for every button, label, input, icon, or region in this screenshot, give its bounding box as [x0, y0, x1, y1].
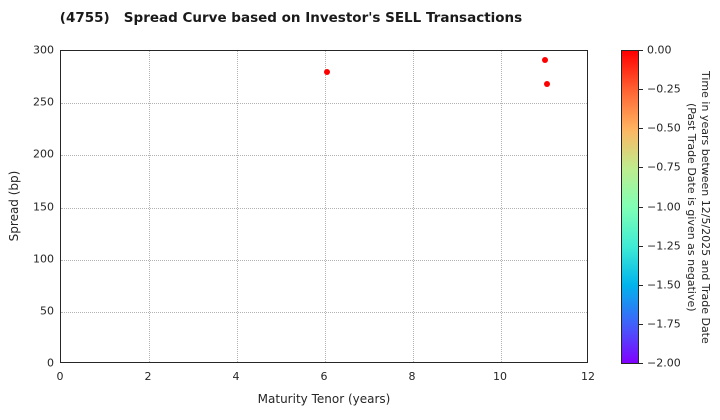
y-tick-150: 150	[33, 200, 54, 213]
y-tick-100: 100	[33, 252, 54, 266]
colorbar-tick-mark	[639, 89, 643, 91]
y-tick-0: 0	[47, 356, 54, 370]
data-point	[324, 68, 331, 75]
colorbar	[621, 50, 639, 364]
x-tick-10: 10	[493, 370, 507, 383]
colorbar-tick-mark	[639, 363, 643, 364]
x-axis-label: Maturity Tenor (years)	[257, 392, 391, 406]
colorbar-tick-−0.50: −0.50	[647, 121, 681, 135]
colorbar-tick-−2.00: −2.00	[647, 356, 681, 370]
x-tick-2: 2	[144, 370, 152, 383]
colorbar-tick-mark	[639, 167, 643, 169]
x-tick-0: 0	[56, 370, 64, 383]
gridline-y-200	[61, 155, 587, 157]
gridline-y-50	[61, 311, 587, 313]
y-axis-label: Spread (bp)	[7, 170, 21, 242]
colorbar-label-line2: (Past Trade Date is given as negative)	[685, 102, 698, 312]
colorbar-tick-0.00: 0.00	[647, 43, 672, 57]
gridline-x-6	[325, 51, 326, 362]
colorbar-tick-mark	[639, 206, 643, 208]
colorbar-tick-−1.50: −1.50	[647, 278, 681, 292]
gridline-x-4	[237, 51, 238, 362]
x-tick-12: 12	[581, 370, 595, 383]
gridline-x-2	[149, 51, 150, 362]
colorbar-tick-−0.75: −0.75	[647, 160, 681, 174]
gridline-y-150	[61, 207, 587, 209]
y-tick-300: 300	[33, 43, 54, 57]
colorbar-tick-mark	[639, 245, 643, 247]
gridline-y-250	[61, 103, 587, 105]
chart-title: (4755) Spread Curve based on Investor's …	[59, 10, 523, 26]
colorbar-tick-−0.25: −0.25	[647, 82, 681, 96]
x-tick-8: 8	[408, 370, 416, 383]
data-point	[542, 57, 548, 64]
colorbar-label: Time in years between 12/5/2025 and Trad…	[684, 50, 712, 364]
x-tick-6: 6	[320, 370, 328, 383]
data-point	[544, 81, 551, 88]
x-tick-4: 4	[232, 370, 240, 383]
colorbar-tick-−1.00: −1.00	[647, 200, 681, 213]
colorbar-tick-mark	[639, 50, 643, 51]
colorbar-tick-−1.25: −1.25	[647, 239, 681, 253]
colorbar-tick-−1.75: −1.75	[647, 317, 681, 331]
colorbar-label-line1: Time in years between 12/5/2025 and Trad…	[699, 70, 712, 344]
gridline-x-10	[501, 51, 502, 362]
y-tick-200: 200	[33, 147, 54, 161]
plot-area	[60, 50, 588, 363]
colorbar-tick-mark	[639, 128, 643, 130]
colorbar-tick-mark	[639, 323, 643, 325]
colorbar-tick-mark	[639, 284, 643, 286]
y-tick-50: 50	[40, 304, 54, 318]
y-tick-250: 250	[33, 95, 54, 109]
gridline-x-8	[413, 51, 414, 362]
gridline-y-100	[61, 259, 587, 261]
